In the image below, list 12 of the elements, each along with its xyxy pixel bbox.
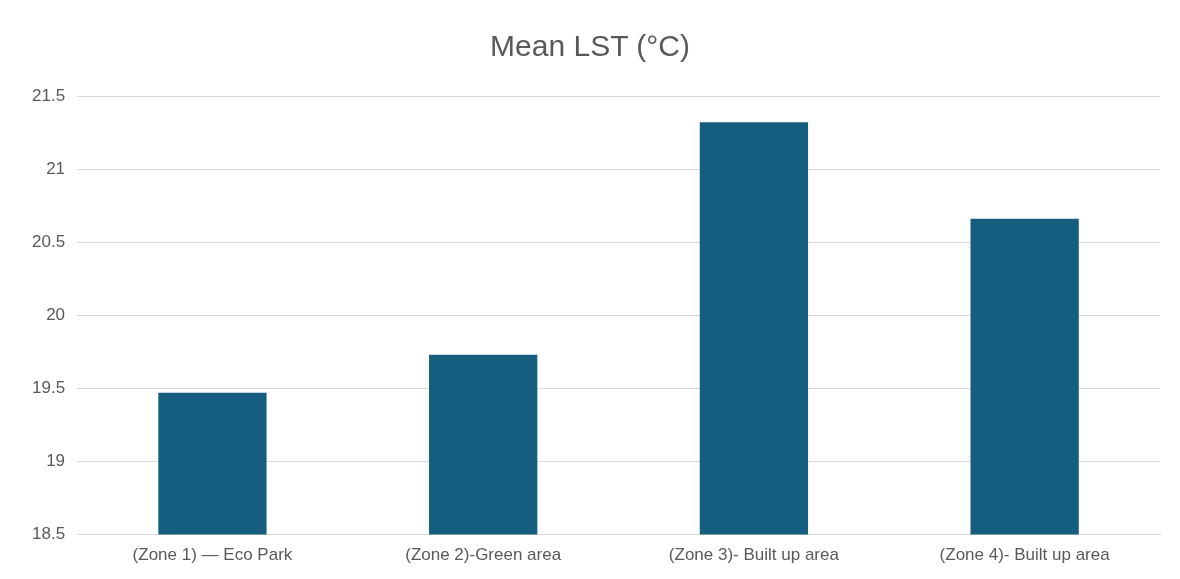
y-tick-label: 20.5 xyxy=(31,231,66,251)
y-tick-label: 21.5 xyxy=(31,85,66,105)
x-tick-label: (Zone 3)- Built up area xyxy=(668,545,840,565)
chart-title: Mean LST (°C) xyxy=(490,29,690,63)
x-tick-label: (Zone 4)- Built up area xyxy=(939,545,1111,565)
y-tick-label: 19.5 xyxy=(31,378,66,398)
x-tick-label: (Zone 2)-Green area xyxy=(405,545,562,565)
y-tick-label: 20 xyxy=(46,304,66,324)
y-tick-label: 19 xyxy=(46,451,66,471)
x-tick-label: (Zone 1) — Eco Park xyxy=(132,545,293,565)
y-tick-label: 21 xyxy=(46,158,66,178)
y-tick-label: 18.5 xyxy=(31,524,66,544)
